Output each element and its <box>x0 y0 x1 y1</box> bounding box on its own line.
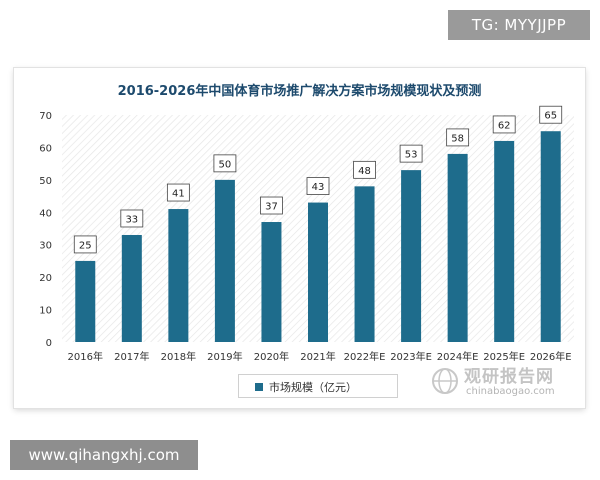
data-label: 50 <box>219 159 232 170</box>
data-label: 48 <box>358 166 371 177</box>
y-axis: 0 10 20 30 40 50 60 70 <box>39 111 52 349</box>
data-label-box <box>120 209 144 228</box>
x-tick-label: 2025年E <box>483 350 525 363</box>
bar <box>261 222 282 342</box>
chart-title: 2016-2026年中国体育市场推广解决方案市场规模现状及预测 <box>117 84 482 99</box>
x-tick-label: 2019年 <box>207 350 242 363</box>
bar-series: 25 33 41 50 37 43 48 53 58 62 65 <box>73 105 563 342</box>
data-label-box <box>213 154 237 173</box>
data-label: 43 <box>312 182 325 193</box>
legend-label: 市场规模（亿元） <box>269 381 357 394</box>
bar-chart: 0 10 20 30 40 50 60 70 25 33 41 50 37 43 48 53 58 62 65 2… <box>39 105 574 363</box>
x-tick-label: 2021年 <box>300 350 335 363</box>
x-tick-label: 2017年 <box>114 350 149 363</box>
data-label-box <box>260 196 283 215</box>
x-tick-label: 2026年E <box>530 350 572 363</box>
bar <box>121 234 142 342</box>
bar <box>75 260 96 342</box>
x-tick-label: 2018年 <box>161 350 196 363</box>
data-label-box <box>166 183 190 202</box>
data-label: 33 <box>125 214 138 225</box>
bar <box>308 202 328 342</box>
bar <box>494 140 515 342</box>
watermark-site: chinabaogao.com <box>466 386 555 397</box>
bar <box>354 186 375 342</box>
data-label: 25 <box>79 240 92 251</box>
y-tick-label: 60 <box>39 143 52 154</box>
data-label: 37 <box>265 202 278 213</box>
data-label: 65 <box>544 111 557 122</box>
x-tick-label: 2023年E <box>390 350 432 363</box>
x-axis: 2016年 2017年 2018年 2019年 2020年 2021年 2022年E 2023… <box>68 350 572 363</box>
globe-logo-icon <box>432 368 458 394</box>
data-label-box <box>539 105 563 124</box>
y-tick-label: 20 <box>39 273 52 284</box>
y-tick-label: 40 <box>39 208 52 219</box>
data-label: 53 <box>405 150 418 161</box>
data-label-box <box>353 160 376 179</box>
data-label-box <box>73 235 97 254</box>
data-label: 62 <box>498 120 511 131</box>
data-label-box <box>399 144 423 163</box>
x-tick-label: 2020年 <box>254 350 289 363</box>
watermark-brand: 观研报告网 <box>464 367 554 387</box>
legend-swatch <box>255 383 263 391</box>
chart-card: 0 10 20 30 40 50 60 70 25 33 41 50 37 43 48 53 58 62 65 2… <box>14 68 585 408</box>
data-label-box <box>446 128 470 147</box>
bar <box>401 170 422 342</box>
data-label-box <box>492 115 516 134</box>
bar <box>540 131 561 342</box>
y-tick-label: 10 <box>39 306 52 317</box>
bottom-watermark-badge: www.qihangxhj.com <box>10 440 198 470</box>
x-tick-label: 2016年 <box>68 350 103 363</box>
bar <box>214 179 235 342</box>
bar <box>168 209 189 342</box>
top-watermark-badge: TG: MYYJJPP <box>448 10 590 40</box>
y-tick-label: 70 <box>39 111 52 122</box>
y-tick-label: 30 <box>39 241 52 252</box>
x-tick-label: 2022年E <box>344 350 386 363</box>
y-tick-label: 50 <box>39 176 52 187</box>
bar <box>447 153 468 342</box>
data-label-box <box>306 177 330 195</box>
data-label: 41 <box>172 189 185 200</box>
legend: 市场规模（亿元） <box>238 374 398 398</box>
y-tick-label: 0 <box>46 338 52 349</box>
x-tick-label: 2024年E <box>437 350 479 363</box>
data-label: 58 <box>451 133 464 144</box>
